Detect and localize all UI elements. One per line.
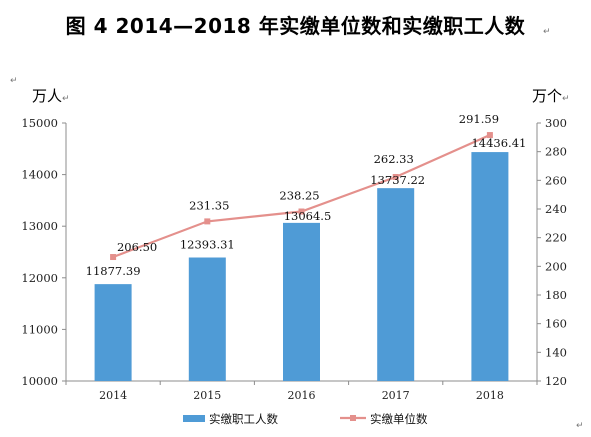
- legend-label-bar: 实缴职工人数: [209, 412, 278, 426]
- bar: [188, 257, 226, 381]
- paragraph-mark-icon: ↵: [543, 27, 551, 37]
- y-right-tick-label: 180: [545, 288, 567, 302]
- line-data-label: 262.33: [374, 152, 414, 166]
- x-tick-label: 2018: [476, 389, 504, 402]
- line-point: [486, 132, 493, 139]
- y-right-tick-label: 240: [545, 202, 567, 216]
- bar: [377, 188, 415, 381]
- legend-swatch-bar: [183, 415, 205, 422]
- line-data-label: 238.25: [279, 189, 319, 203]
- bar-data-label: 14436.41: [471, 136, 526, 150]
- legend-marker-line: [350, 415, 356, 421]
- paragraph-mark-icon: ↵: [576, 421, 584, 431]
- y-right-tick-label: 160: [545, 317, 567, 331]
- y-right-tick-label: 220: [545, 231, 567, 245]
- bar: [471, 152, 509, 381]
- y-right-tick-label: 140: [545, 345, 567, 359]
- y-left-tick-label: 12000: [21, 271, 58, 285]
- chart-title: 图 4 2014—2018 年实缴单位数和实缴职工人数: [65, 14, 526, 38]
- bar-data-label: 13737.22: [370, 173, 425, 187]
- paragraph-mark-icon: ↵: [10, 76, 18, 86]
- legend-label-line: 实缴单位数: [370, 412, 428, 426]
- y-right-tick-label: 300: [545, 116, 567, 130]
- bar: [283, 222, 320, 381]
- y-right-tick-label: 260: [545, 173, 567, 187]
- x-tick-label: 2016: [288, 389, 316, 402]
- y-left-tick-label: 11000: [21, 322, 58, 336]
- bar-data-label: 13064.5: [284, 209, 332, 223]
- line-point: [392, 173, 399, 180]
- line-point: [110, 254, 117, 261]
- y-right-tick-label: 280: [545, 145, 567, 159]
- line-data-label: 231.35: [189, 198, 229, 212]
- left-axis-unit: 万人↵: [32, 87, 70, 105]
- bar-data-label: 12393.31: [180, 238, 235, 252]
- x-tick-label: 2017: [382, 389, 410, 402]
- y-left-tick-label: 13000: [21, 219, 58, 233]
- y-right-tick-label: 120: [545, 374, 567, 388]
- line-point: [298, 208, 305, 215]
- right-axis-unit: 万个↵: [532, 87, 570, 105]
- y-right-tick-label: 200: [545, 259, 567, 273]
- line-data-label: 291.59: [459, 112, 499, 126]
- bar: [94, 284, 132, 381]
- y-left-tick-label: 15000: [21, 116, 58, 130]
- y-left-tick-label: 10000: [21, 374, 58, 388]
- x-tick-label: 2014: [99, 389, 127, 402]
- line-point: [204, 218, 211, 225]
- x-tick-label: 2015: [193, 389, 221, 402]
- bar-data-label: 11877.39: [86, 264, 141, 278]
- line-data-label: 206.50: [117, 240, 157, 254]
- y-left-tick-label: 14000: [21, 168, 58, 182]
